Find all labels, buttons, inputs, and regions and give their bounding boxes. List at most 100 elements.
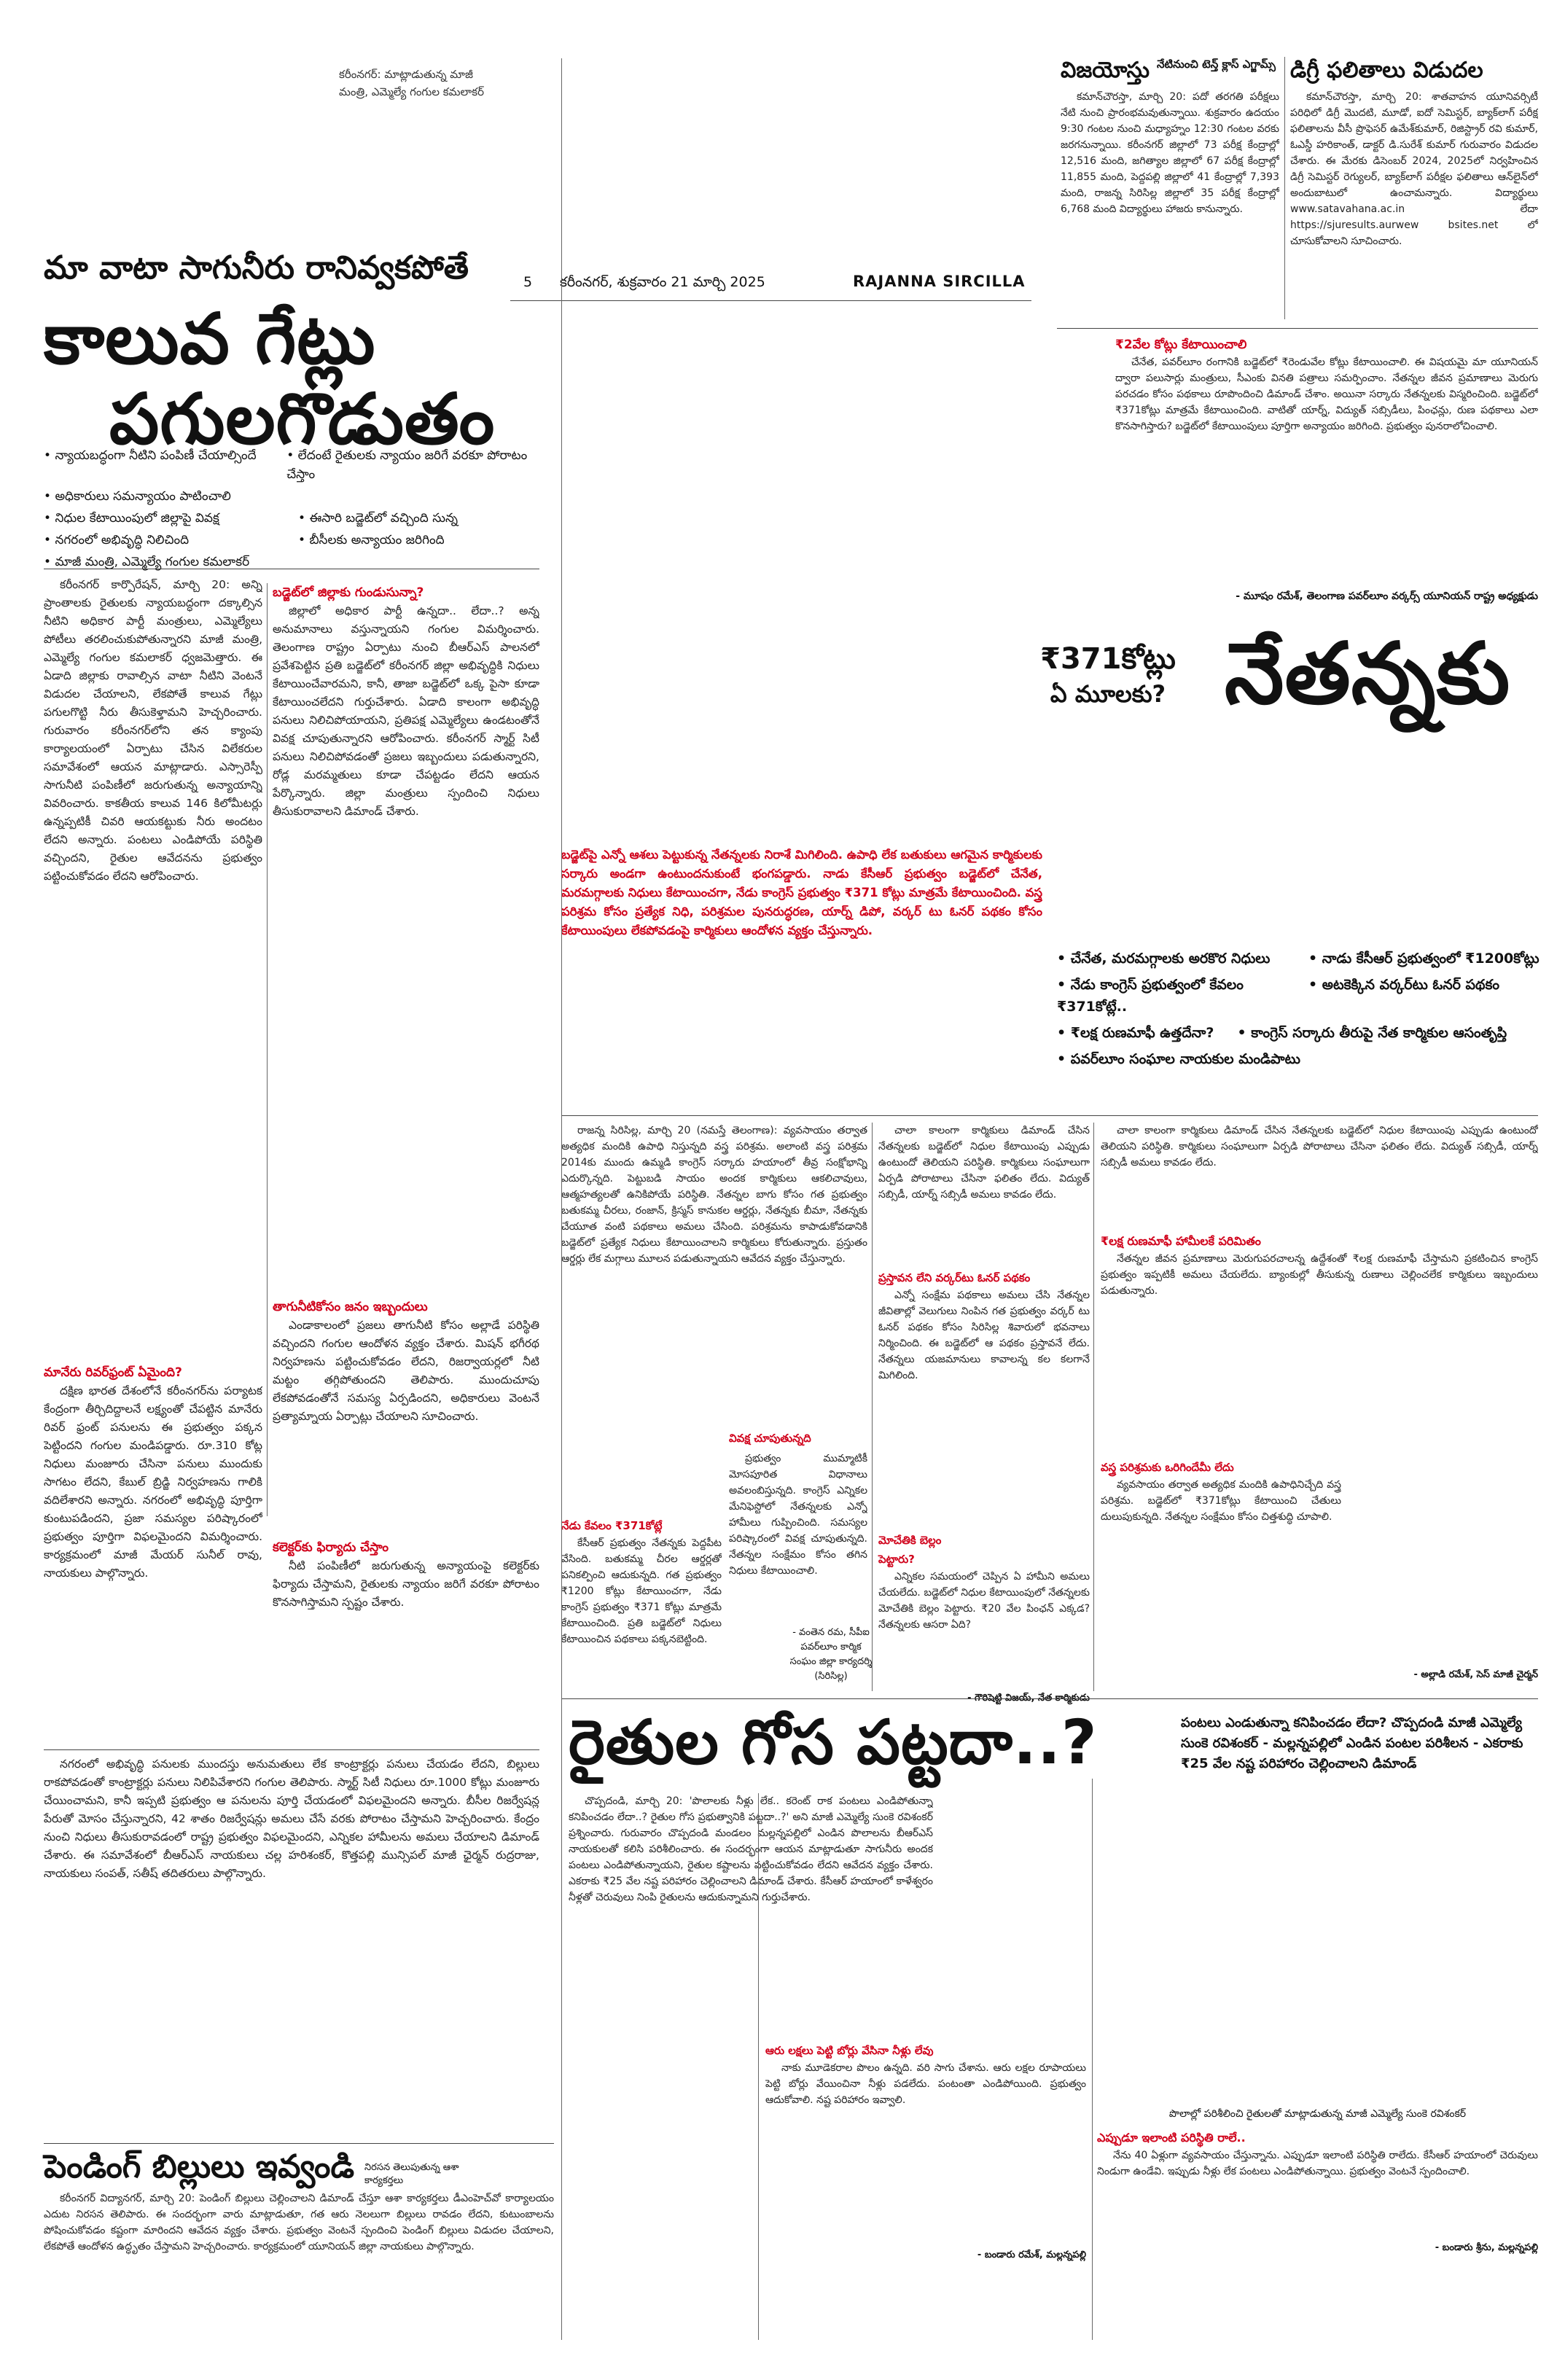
nethanna-column-1: రాజన్న సిరిసిల్ల, మార్చి 20 (నమస్తే తెలం… (561, 1123, 867, 1429)
nethanna-loan-subhead: ₹లక్ష రుణమాఫీ హామీలకే పరిమితం (1101, 1234, 1261, 1248)
nethanna-top-signature: - మూషం రమేశ్, తెలంగాణ పవర్‌లూం వర్కర్స్ … (1236, 590, 1538, 602)
nethanna-col1-text: రాజన్న సిరిసిల్ల, మార్చి 20 (నమస్తే తెలం… (561, 1125, 867, 1265)
nethanna-nedu-block: నేడు కేవలం ₹371కోట్లే కేసీఆర్ ప్రభుత్వం … (561, 1516, 722, 1688)
nethanna-bullet: నేడు కాంగ్రెస్ ప్రభుత్వంలో కేవలం ₹371కోట… (1057, 974, 1294, 1018)
nethanna-bullet: ₹లక్ష రుణమాఫీ ఉత్తదేనా? (1057, 1022, 1223, 1044)
nethanna-bullet: చేనేత, మరమగ్గాలకు అరకొర నిధులు (1057, 948, 1294, 969)
nethanna-worker-owner-block: ప్రస్తావన లేని వర్కర్‌టు ఓనర్ పథకం ఎన్నో… (878, 1268, 1090, 1455)
lead-bottom-paragraph: నగరంలో అభివృద్ధి పనులకు ముందస్తు అనుమతుల… (44, 1757, 539, 1880)
nethanna-vastra-subhead: వస్త్ర పరిశ్రమకు ఒరిగిందేమీ లేదు (1101, 1461, 1234, 1474)
nethanna-nedu-subhead: నేడు కేవలం ₹371కోట్లే (561, 1519, 663, 1532)
pending-bills-body: కరీంనగర్ విద్యానగర్, మార్చి 20: పెండింగ్… (44, 2193, 554, 2252)
nethanna-col7-text: నేతన్నల జీవన ప్రమాణాలు మెరుగుపరచాలన్న ఉద… (1101, 1253, 1538, 1297)
lead-bullet: ఈసారి బడ్జెట్‌లో వచ్చింది సున్న (298, 509, 539, 528)
farmers-deck: పంటలు ఎండుతున్నా కనిపించడం లేదా? చొప్పదం… (1181, 1715, 1523, 1771)
farmers-body3-text: నేను 40 ఏళ్లుగా వ్యవసాయం చేస్తున్నాను. ఎ… (1097, 2150, 1538, 2177)
nethanna-vivaksha-subhead: వివక్ష చూపుతున్నది (729, 1432, 811, 1445)
lead-col2-text: జిల్లాలో అధికార పార్టీ ఉన్నదా.. లేదా..? … (273, 604, 539, 818)
nethanna-bullet: అటకెక్కిన వర్కర్‌టు ఓనర్ పథకం (1308, 974, 1545, 1018)
nethanna-vastra-block: వస్త్ర పరిశ్రమకు ఒరిగిందేమీ లేదు వ్యవసాయ… (1101, 1458, 1341, 1637)
caption-line-1: కరీంనగర్: మాట్లాడుతున్న మాజీ (339, 68, 473, 81)
nethanna-red-intro: బడ్జెట్‌పై ఎన్నో ఆశలు పెట్టుకున్న నేతన్న… (561, 846, 1042, 1108)
nethanna-column-6: చాలా కాలంగా కార్మికులు డిమాండ్ చేసిన నేత… (878, 1123, 1090, 1261)
farmers-body2-text: నాకు మూడెకరాల పొలం ఉన్నది. వరి సాగు చేశా… (765, 2062, 1086, 2106)
farmers-aru-block: ఆరు లక్షలు పెట్టి బోర్లు వేసినా నీళ్లు ల… (765, 2041, 1086, 2263)
nethanna-amount: ₹371కోట్లు ఏ మూలకు? (1021, 641, 1195, 711)
pending-bills-headline: పెండింగ్ బిల్లులు ఇవ్వండి (44, 2148, 355, 2185)
nethanna-col5-text: ఎన్నికల సమయంలో చెప్పిన ఏ హామీని అమలు చేయ… (878, 1571, 1090, 1631)
lead-col5-text: నీటి పంపిణీలో జరుగుతున్న అన్యాయంపై కలెక్… (273, 1559, 539, 1609)
nethanna-col2-text: ప్రభుత్వం ముమ్మాటికీ మోసపూరిత విధానాలు అ… (729, 1453, 867, 1577)
lead-col2-subhead: బడ్జెట్‌లో జిల్లాకు గుండుసున్నా? (273, 585, 424, 600)
degree-story: డిగ్రీ ఫలితాలు విడుదల కమాన్‌చౌరస్తా, మార… (1290, 57, 1538, 337)
nethanna-bullet: కాంగ్రెస్ సర్కారు తీరుపై నేత కార్మికుల ఆ… (1238, 1022, 1546, 1044)
lead-manair-block: మానేరు రివర్‌ఫ్రంట్ ఏమైంది? దక్షిణ భారత … (44, 1363, 262, 1747)
lead-col4-text: ఎండాకాలంలో ప్రజలు తాగునీటి కోసం అల్లాడే … (273, 1319, 539, 1423)
nethanna-col7-intro: చాలా కాలంగా కార్మికులు డిమాండ్ చేసిన నేత… (1101, 1125, 1538, 1168)
lead-bullet: న్యాయబద్ధంగా నీటిని పంపిణీ చేయాల్సిందే (44, 446, 273, 484)
lead-manair-subhead: మానేరు రివర్‌ఫ్రంట్ ఏమైంది? (44, 1365, 182, 1380)
vijayostu-title: విజయోస్తు (1061, 58, 1150, 83)
lead-tank-subhead: తాగునీటికోసం జనం ఇబ్బందులు (273, 1300, 428, 1314)
lead-col1-text: కరీంనగర్ కార్పొరేషన్, మార్చి 20: అన్ని ప… (44, 578, 262, 883)
nethanna-col3-text: కేసీఆర్ ప్రభుత్వం నేతన్నకు పెద్దపీట వేసి… (561, 1537, 722, 1645)
degree-title: డిగ్రీ ఫలితాలు విడుదల (1290, 58, 1483, 83)
lead-bullet: నిధుల కేటాయింపులో జిల్లాపై వివక్ష (44, 509, 285, 528)
lead-bullet: నగరంలో అభివృద్ధి నిలిచింది (44, 531, 285, 550)
nethanna-signature-2: - గౌరిషెట్టి విజయ్, నేత కార్మికుడు (967, 1693, 1090, 1704)
farmers-aru-subhead: ఆరు లక్షలు పెట్టి బోర్లు వేసినా నీళ్లు ల… (765, 2044, 934, 2057)
masthead: 5 కరీంనగర్, శుక్రవారం 21 మార్చి 2025 RAJ… (510, 270, 1035, 299)
lead-bullet: లేదంటే రైతులకు న్యాయం జరిగే వరకూ పోరాటం … (286, 446, 539, 484)
nethanna-signature-3: - అల్లాడి రమేశ్, సెస్ మాజీ చైర్మన్ (1413, 1669, 1539, 1680)
nethanna-vivaksha-block: వివక్ష చూపుతున్నది (729, 1429, 867, 1448)
farmers-eppudu-block: ఎప్పుడూ ఇలాంటి పరిస్థితి రాలే.. నేను 40 … (1097, 2129, 1538, 2255)
nethanna-loan-block: ₹లక్ష రుణమాఫీ హామీలకే పరిమితం నేతన్నల జీ… (1101, 1232, 1538, 1411)
farmers-body-text: చొప్పదండి, మార్చి 20: 'పొలాలకు నీళ్లు లే… (569, 1795, 933, 1903)
farmers-photo-caption: పొలాల్లో పరిశీలించి రైతులతో మాట్లాడుతున్… (1168, 2108, 1467, 2120)
edition-name: RAJANNA SIRCILLA (853, 273, 1026, 290)
nethanna-amount-line1: ₹371కోట్లు (1040, 642, 1176, 676)
nethanna-col8-text: వ్యవసాయం తర్వాత అత్యధిక మందికి ఉపాధినిచ్… (1101, 1479, 1341, 1523)
nethanna-amount-line2: ఏ మూలకు? (1050, 680, 1166, 708)
nethanna-mocheti-block: మోచేతికి బెల్లం పెట్టారు? ఎన్నికల సమయంలో… (878, 1531, 1090, 1706)
page-number: 5 (523, 274, 533, 290)
pending-bills-story: పెండింగ్ బిల్లులు ఇవ్వండి నిరసన తెలుపుతు… (44, 2147, 554, 2329)
lead-headline-line1: కాలువ గేట్లు (44, 298, 376, 380)
nethanna-column-7-top: చాలా కాలంగా కార్మికులు డిమాండ్ చేసిన నేత… (1101, 1123, 1538, 1225)
nethanna-signature-1: - వంతెన రమ, సీపీఐ పవర్‌లూం కార్మిక సంఘం … (789, 1627, 873, 1682)
caption-line-2: మంత్రి, ఎమ్మెల్యే గంగుల కమలాకర్ (339, 85, 484, 98)
nethanna-bullet: నాడు కేసీఆర్ ప్రభుత్వంలో ₹1200కోట్లు (1308, 948, 1545, 969)
vijayostu-story: విజయోస్తు నేటినుంచి టెన్త్ క్లాస్ ఎగ్జామ… (1061, 57, 1279, 439)
pending-bills-aside: నిరసన తెలుపుతున్న ఆశా కార్యకర్తలు (364, 2162, 459, 2186)
nethanna-bullets: చేనేత, మరమగ్గాలకు అరకొర నిధులు నాడు కేసీ… (1057, 948, 1545, 1070)
lead-bullet: మాజీ మంత్రి, ఎమ్మెల్యే గంగుల కమలాకర్ (44, 553, 539, 571)
lead-column-1: కరీంనగర్ కార్పొరేషన్, మార్చి 20: అన్ని ప… (44, 576, 262, 1298)
nethanna-worker-owner-subhead: ప్రస్తావన లేని వర్కర్‌టు ఓనర్ పథకం (878, 1271, 1031, 1284)
farmers-photo (1097, 1779, 1538, 2099)
lead-bullet: అధికారులు సమన్యాయం పాటించాలి (44, 487, 539, 506)
nethanna-col4-text: ఎన్నో సంక్షేమ పథకాలు అమలు చేసి నేతన్నల జ… (878, 1290, 1090, 1381)
nethanna-top-subhead: ₹2వేల కోట్లు కేటాయించాలి (1115, 338, 1247, 352)
lead-tank-block: తాగునీటికోసం జనం ఇబ్బందులు ఎండాకాలంలో ప్… (273, 1298, 539, 1637)
lead-kicker: మా వాటా సాగునీరు రానివ్వకపోతే (44, 249, 469, 286)
nethanna-red-intro-text: బడ్జెట్‌పై ఎన్నో ఆశలు పెట్టుకున్న నేతన్న… (561, 848, 1042, 937)
farmers-signature-2: - బండారు శ్రీను, మల్లన్నపల్లి (1435, 2242, 1538, 2253)
lead-bottom-text: నగరంలో అభివృద్ధి పనులకు ముందస్తు అనుమతుల… (44, 1755, 539, 1981)
farmers-signature-1: - బండారు రమేశ్, మల్లన్నపల్లి (977, 2250, 1086, 2260)
nethanna-top-quote: ₹2వేల కోట్లు కేటాయించాలి చేనేత, పవర్‌లూం… (1115, 335, 1538, 604)
nethanna-col6-text: చాలా కాలంగా కార్మికులు డిమాండ్ చేసిన నేత… (878, 1125, 1090, 1201)
nethanna-top-body: చేనేత, పవర్‌లూం రంగానికి బడ్జెట్‌లో ₹రెం… (1115, 356, 1538, 432)
dateline: కరీంనగర్, శుక్రవారం 21 మార్చి 2025 (560, 274, 765, 290)
lead-col3-text: దక్షిణ భారత దేశంలోనే కరీంనగర్‌ను పర్యాటక… (44, 1384, 262, 1580)
farmers-body: చొప్పదండి, మార్చి 20: 'పొలాలకు నీళ్లు లే… (569, 1793, 933, 2041)
lead-bullets: న్యాయబద్ధంగా నీటిని పంపిణీ చేయాల్సిందే ల… (44, 446, 539, 571)
degree-body: కమాన్‌చౌరస్తా, మార్చి 20: శాతవాహన యూనివర… (1290, 91, 1538, 247)
farmers-eppudu-subhead: ఎప్పుడూ ఇలాంటి పరిస్థితి రాలే.. (1097, 2131, 1246, 2145)
lead-column-2: బడ్జెట్‌లో జిల్లాకు గుండుసున్నా? జిల్లాల… (273, 583, 539, 1302)
lead-bullet: బీసీలకు అన్యాయం జరిగింది (298, 531, 539, 550)
nethanna-huge-headline: నేతన్నకు (1225, 625, 1511, 723)
nethanna-mocheti-subhead: మోచేతికి బెల్లం పెట్టారు? (878, 1534, 942, 1566)
nethanna-bullet: పవర్‌లూం సంఘాల నాయకుల మండిపాటు (1057, 1048, 1545, 1070)
farmers-headline: రైతుల గోస పట్టదా..? (569, 1706, 1098, 1778)
lead-collector-subhead: కలెక్టర్‌కు ఫిర్యాదు చేస్తాం (273, 1540, 389, 1555)
